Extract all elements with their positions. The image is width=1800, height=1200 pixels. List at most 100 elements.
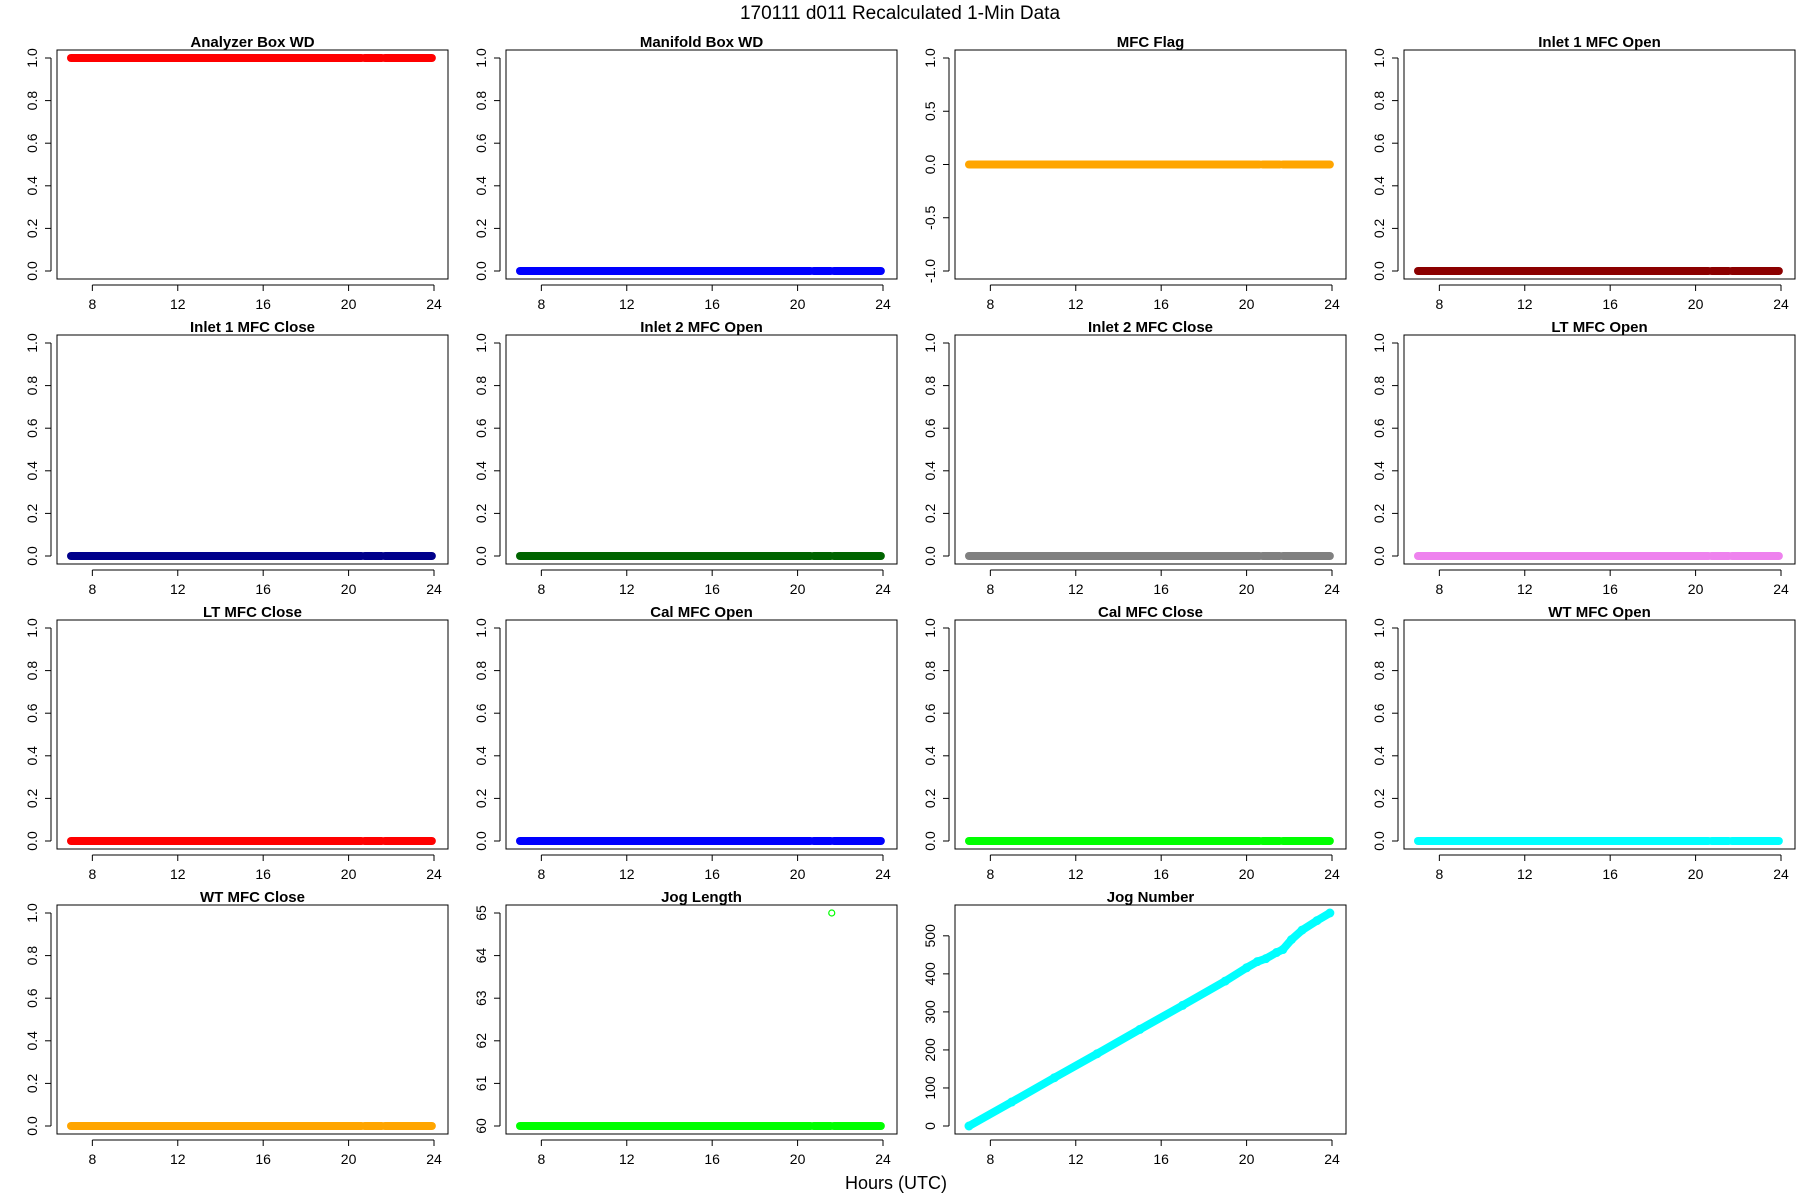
- x-tick-label: 8: [537, 866, 545, 882]
- x-tick-label: 12: [619, 1151, 635, 1167]
- y-tick-label: 0.6: [473, 133, 489, 153]
- data-point: [1178, 1000, 1188, 1010]
- x-tick-label: 20: [1239, 296, 1255, 312]
- y-tick-label: 0.0: [922, 831, 938, 851]
- panel-title: Inlet 1 MFC Open: [1538, 34, 1661, 51]
- x-tick-label: 20: [1239, 866, 1255, 882]
- x-tick-label: 24: [1773, 866, 1789, 882]
- x-tick-label: 16: [704, 1151, 720, 1167]
- data-point: [1092, 1049, 1102, 1059]
- x-tick-label: 24: [875, 581, 891, 597]
- y-tick-label: 0.4: [473, 746, 489, 766]
- x-tick-label: 24: [1773, 296, 1789, 312]
- panel-title: Cal MFC Close: [1098, 604, 1203, 621]
- panel-12: WT MFC Close 8 12 16 20 24 0.0 0.2 0.4 0.6 0.8 1.0: [24, 889, 449, 1167]
- y-tick-label: 1.0: [24, 48, 40, 68]
- x-tick-label: 12: [619, 581, 635, 597]
- figure-title: 170111 d011 Recalculated 1-Min Data: [740, 3, 1060, 24]
- data-point: [809, 553, 815, 559]
- panel-title: WT MFC Open: [1548, 604, 1650, 621]
- x-tick-label: 20: [341, 1151, 357, 1167]
- y-tick-label: 0.2: [24, 788, 40, 808]
- y-tick-label: 0.4: [24, 176, 40, 196]
- panel-title: Inlet 1 MFC Close: [190, 319, 315, 336]
- data-point: [380, 55, 386, 61]
- x-tick-label: 20: [341, 866, 357, 882]
- plot-frame: [954, 619, 1347, 850]
- data-point: [1135, 1024, 1145, 1034]
- data-point: [829, 268, 835, 274]
- data-point: [1258, 838, 1264, 844]
- y-tick-label: 0.4: [473, 461, 489, 481]
- x-tick-label: 8: [88, 296, 96, 312]
- x-tick-label: 20: [790, 296, 806, 312]
- panel-title: Jog Length: [661, 889, 742, 906]
- y-tick-label: 0.8: [1371, 91, 1387, 111]
- y-tick-label: 64: [473, 948, 489, 964]
- x-tick-label: 16: [1153, 581, 1169, 597]
- x-tick-label: 24: [1324, 1151, 1340, 1167]
- y-tick-label: 0.8: [473, 376, 489, 396]
- x-tick-label: 24: [875, 296, 891, 312]
- panel-14: Jog Number 8 12 16 20 24 0 100 200 300 400 500: [922, 889, 1347, 1167]
- y-tick-label: 61: [473, 1075, 489, 1091]
- x-tick-label: 16: [1602, 581, 1618, 597]
- x-tick-label: 12: [1517, 581, 1533, 597]
- x-tick-label: 12: [1068, 866, 1084, 882]
- x-tick-label: 16: [1153, 866, 1169, 882]
- panel-title: LT MFC Close: [203, 604, 302, 621]
- x-tick-label: 16: [1602, 866, 1618, 882]
- x-tick-label: 8: [537, 581, 545, 597]
- panel-title: Analyzer Box WD: [190, 34, 314, 51]
- y-tick-label: 0.2: [473, 788, 489, 808]
- y-tick-label: 0.4: [24, 1031, 40, 1051]
- y-tick-label: 0.2: [24, 503, 40, 523]
- y-tick-label: 0.0: [24, 831, 40, 851]
- panel-10: Cal MFC Close 8 12 16 20 24 0.0 0.2 0.4 0.6 0.8 1.0: [922, 604, 1347, 882]
- data-point: [360, 838, 366, 844]
- y-tick-label: 0.8: [24, 91, 40, 111]
- x-tick-label: 12: [1068, 1151, 1084, 1167]
- y-tick-label: 60: [473, 1118, 489, 1134]
- plot-frame: [954, 334, 1347, 565]
- x-tick-label: 24: [1324, 581, 1340, 597]
- x-tick-label: 12: [1517, 296, 1533, 312]
- y-tick-label: 400: [922, 962, 938, 986]
- y-tick-label: 0.8: [473, 661, 489, 681]
- data-point: [1007, 1097, 1017, 1107]
- data-point: [1312, 916, 1322, 926]
- y-tick-label: 100: [922, 1076, 938, 1100]
- plot-frame: [1403, 619, 1796, 850]
- data-point: [1278, 162, 1284, 167]
- x-tick-label: 12: [170, 296, 186, 312]
- y-tick-label: 0.0: [1371, 261, 1387, 281]
- panel-title: Inlet 2 MFC Close: [1088, 319, 1213, 336]
- panel-title: Inlet 2 MFC Open: [640, 319, 763, 336]
- panel-3: Inlet 1 MFC Open 8 12 16 20 24 0.0 0.2 0.4 0.6 0.8…: [1371, 34, 1796, 312]
- data-point: [360, 55, 366, 61]
- x-tick-label: 16: [255, 296, 271, 312]
- y-tick-label: 0.8: [24, 661, 40, 681]
- data-point-outlier: [828, 909, 836, 917]
- data-point: [1258, 553, 1264, 559]
- x-tick-label: 8: [986, 866, 994, 882]
- x-tick-label: 12: [170, 1151, 186, 1167]
- y-tick-label: 0.0: [24, 1116, 40, 1136]
- y-tick-label: 0.2: [24, 218, 40, 238]
- x-tick-label: 8: [537, 1151, 545, 1167]
- data-point: [380, 553, 386, 559]
- data-point: [380, 1123, 386, 1129]
- y-tick-label: 65: [473, 905, 489, 921]
- y-tick-label: 0.0: [473, 831, 489, 851]
- y-tick-label: 1.0: [473, 48, 489, 68]
- plot-frame: [505, 49, 898, 280]
- x-tick-label: 8: [88, 581, 96, 597]
- y-tick-label: 0.8: [922, 376, 938, 396]
- x-tick-label: 20: [341, 581, 357, 597]
- x-tick-label: 20: [1688, 866, 1704, 882]
- y-tick-label: 0.4: [473, 176, 489, 196]
- data-point: [1242, 963, 1252, 973]
- y-tick-label: 0.0: [922, 155, 938, 175]
- x-tick-label: 8: [986, 296, 994, 312]
